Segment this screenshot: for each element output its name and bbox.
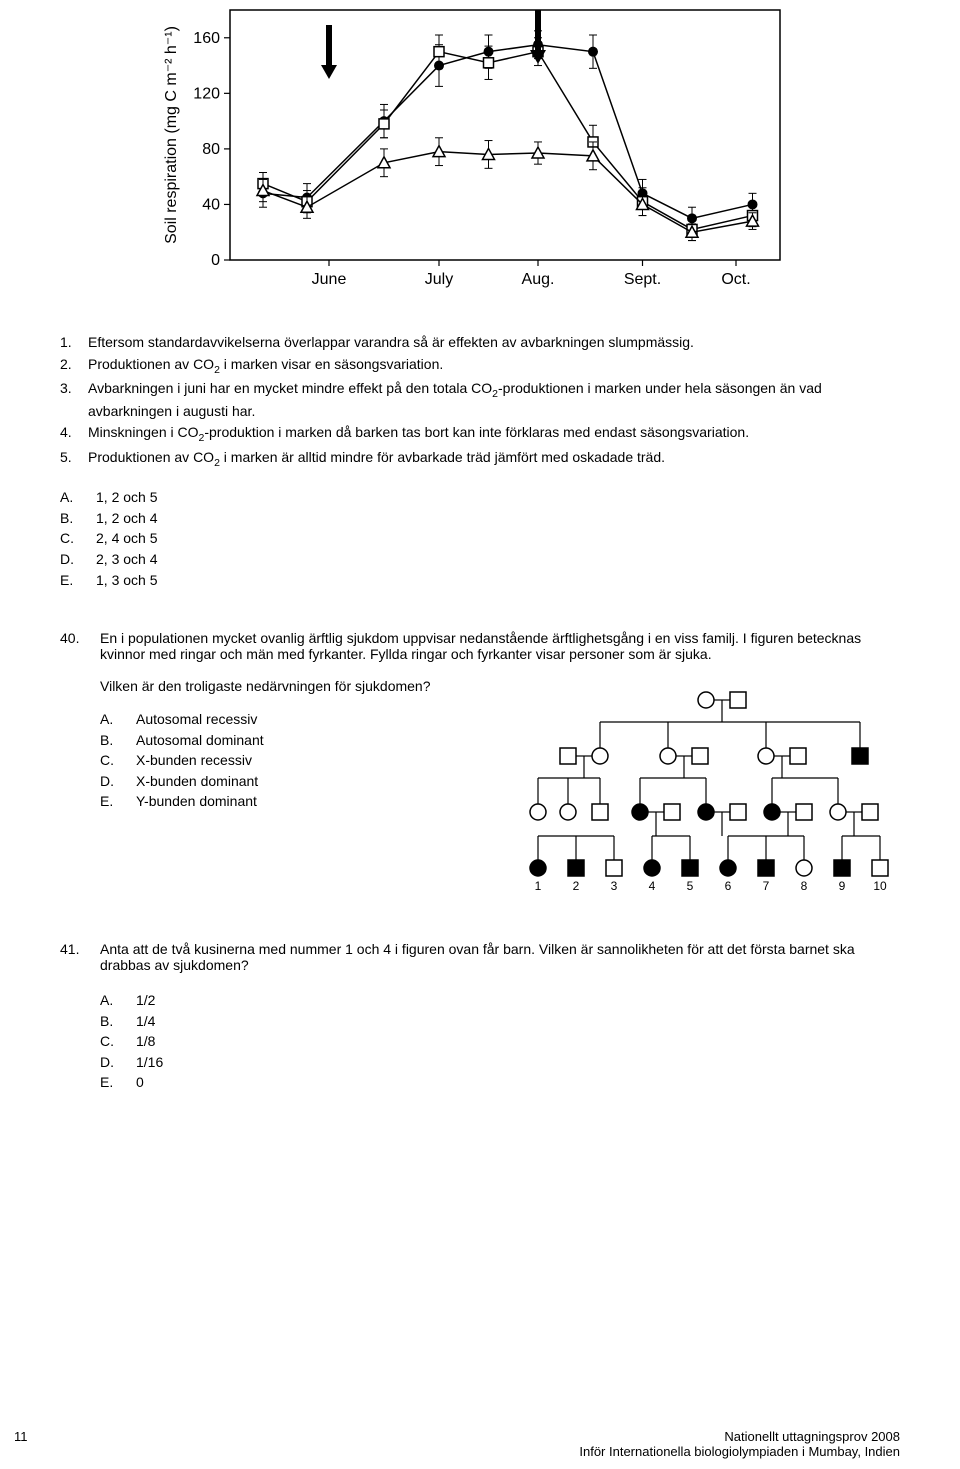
statement-text: Minskningen i CO2-produktion i marken då… — [88, 423, 900, 445]
statement: 5.Produktionen av CO2 i marken är alltid… — [60, 448, 900, 470]
question-number: 40. — [60, 630, 100, 901]
svg-text:Oct.: Oct. — [721, 271, 750, 288]
statement-number: 5. — [60, 448, 88, 470]
question-text: Anta att de två kusinerna med nummer 1 o… — [100, 941, 900, 973]
option-text: 0 — [136, 1073, 144, 1093]
statement-text: Eftersom standardavvikelserna överlappar… — [88, 333, 900, 353]
svg-text:8: 8 — [801, 879, 808, 893]
question-text: En i populationen mycket ovanlig ärftlig… — [100, 630, 900, 662]
option-letter: C. — [60, 529, 96, 549]
option-text: 2, 3 och 4 — [96, 550, 158, 570]
statement-number: 4. — [60, 423, 88, 445]
option-text: 1/4 — [136, 1012, 155, 1032]
page-footer: 11 Nationellt uttagningsprov 2008 Inför … — [0, 1429, 960, 1459]
option-text: Autosomal recessiv — [136, 710, 257, 730]
statement-list: 1.Eftersom standardavvikelserna överlapp… — [60, 333, 900, 470]
option-text: X-bunden dominant — [136, 772, 258, 792]
svg-text:5: 5 — [687, 879, 694, 893]
statement: 1.Eftersom standardavvikelserna överlapp… — [60, 333, 900, 353]
option: C.X-bunden recessiv — [100, 751, 500, 771]
svg-text:4: 4 — [649, 879, 656, 893]
option-text: 1, 2 och 5 — [96, 488, 158, 508]
svg-text:40: 40 — [202, 196, 220, 213]
option-letter: B. — [100, 731, 136, 751]
svg-text:2: 2 — [573, 879, 580, 893]
question-number: 41. — [60, 941, 100, 1094]
option: E.1, 3 och 5 — [60, 571, 900, 591]
option: C.2, 4 och 5 — [60, 529, 900, 549]
option-text: 1/8 — [136, 1032, 155, 1052]
svg-text:Aug.: Aug. — [522, 271, 555, 288]
option: B.1/4 — [100, 1012, 900, 1032]
statement-text: Produktionen av CO2 i marken är alltid m… — [88, 448, 900, 470]
option: D.X-bunden dominant — [100, 772, 500, 792]
svg-text:0: 0 — [211, 252, 220, 269]
question-41: 41. Anta att de två kusinerna med nummer… — [60, 941, 900, 1094]
statement: 2.Produktionen av CO2 i marken visar en … — [60, 355, 900, 377]
option: B.1, 2 och 4 — [60, 509, 900, 529]
statement-number: 2. — [60, 355, 88, 377]
option-letter: D. — [100, 1053, 136, 1073]
svg-text:June: June — [312, 271, 347, 288]
svg-text:120: 120 — [193, 85, 220, 102]
svg-text:3: 3 — [611, 879, 618, 893]
footer-line-2: Inför Internationella biologiolympiaden … — [579, 1444, 900, 1459]
svg-text:July: July — [425, 271, 453, 288]
svg-text:6: 6 — [725, 879, 732, 893]
statement-number: 3. — [60, 379, 88, 421]
svg-text:9: 9 — [839, 879, 846, 893]
svg-text:160: 160 — [193, 30, 220, 47]
option-letter: A. — [100, 710, 136, 730]
option: B.Autosomal dominant — [100, 731, 500, 751]
option: E.0 — [100, 1073, 900, 1093]
option-letter: B. — [100, 1012, 136, 1032]
question-sub: Vilken är den troligaste nedärvningen fö… — [100, 678, 500, 694]
statement-text: Produktionen av CO2 i marken visar en sä… — [88, 355, 900, 377]
option: C.1/8 — [100, 1032, 900, 1052]
option: D.1/16 — [100, 1053, 900, 1073]
option-letter: C. — [100, 1032, 136, 1052]
option: A.1, 2 och 5 — [60, 488, 900, 508]
svg-text:10: 10 — [873, 879, 887, 893]
option-text: 1/16 — [136, 1053, 163, 1073]
option: A.1/2 — [100, 991, 900, 1011]
statement: 4.Minskningen i CO2-produktion i marken … — [60, 423, 900, 445]
question-40: 40. En i populationen mycket ovanlig ärf… — [60, 630, 900, 901]
option-letter: E. — [100, 1073, 136, 1093]
svg-text:80: 80 — [202, 141, 220, 158]
option-text: X-bunden recessiv — [136, 751, 252, 771]
option-letter: A. — [100, 991, 136, 1011]
page-number: 11 — [14, 1429, 28, 1459]
option-text: Autosomal dominant — [136, 731, 264, 751]
pedigree-diagram: 1 2 3 4 5 6 7 8 9 10 — [520, 678, 900, 901]
option-text: Y-bunden dominant — [136, 792, 257, 812]
options-39: A.1, 2 och 5B.1, 2 och 4C.2, 4 och 5D.2,… — [60, 488, 900, 590]
option: E.Y-bunden dominant — [100, 792, 500, 812]
footer-line-1: Nationellt uttagningsprov 2008 — [579, 1429, 900, 1444]
option-text: 1, 3 och 5 — [96, 571, 158, 591]
statement-text: Avbarkningen i juni har en mycket mindre… — [88, 379, 900, 421]
option-letter: E. — [60, 571, 96, 591]
svg-text:1: 1 — [535, 879, 542, 893]
option-text: 2, 4 och 5 — [96, 529, 158, 549]
soil-respiration-chart: 0 40 80 120 160 June July Aug. Sept. Oct. Soil res… — [160, 0, 900, 303]
option-letter: C. — [100, 751, 136, 771]
option-letter: D. — [60, 550, 96, 570]
svg-text:Sept.: Sept. — [624, 271, 661, 288]
option-letter: D. — [100, 772, 136, 792]
option-letter: B. — [60, 509, 96, 529]
option: D.2, 3 och 4 — [60, 550, 900, 570]
svg-text:Soil respiration (mg C m⁻² h⁻¹: Soil respiration (mg C m⁻² h⁻¹) — [163, 26, 180, 244]
statement: 3.Avbarkningen i juni har en mycket mind… — [60, 379, 900, 421]
option-text: 1/2 — [136, 991, 155, 1011]
svg-text:7: 7 — [763, 879, 770, 893]
option: A.Autosomal recessiv — [100, 710, 500, 730]
statement-number: 1. — [60, 333, 88, 353]
option-letter: E. — [100, 792, 136, 812]
option-text: 1, 2 och 4 — [96, 509, 158, 529]
option-letter: A. — [60, 488, 96, 508]
